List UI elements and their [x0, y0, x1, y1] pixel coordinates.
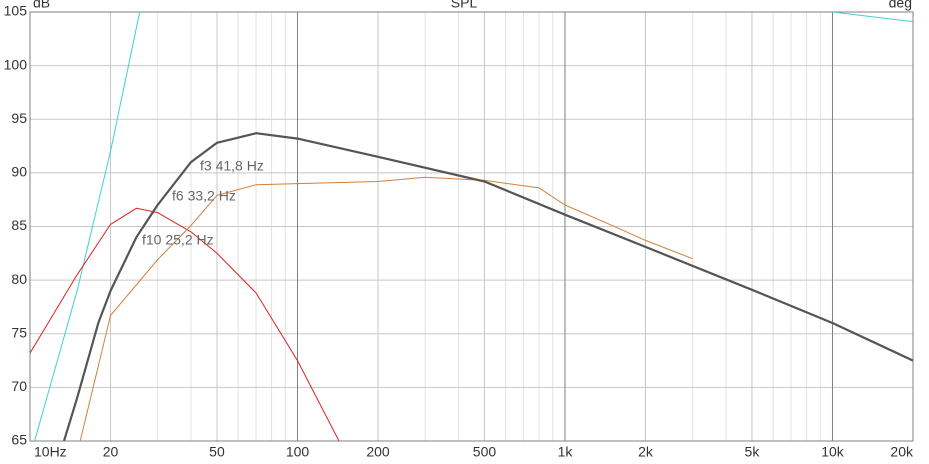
- series-line: [34, 12, 141, 441]
- series-line: [832, 12, 913, 23]
- x-tick-label: 20k: [890, 444, 914, 460]
- y-tick-label: 105: [4, 3, 28, 19]
- y-tick-label: 95: [11, 110, 27, 126]
- annotation: f6 33,2 Hz: [172, 188, 236, 204]
- y-tick-label: 85: [11, 217, 27, 233]
- y-tick-label: 70: [11, 378, 27, 394]
- series-line: [30, 207, 340, 441]
- y-tick-label: 65: [11, 432, 27, 448]
- chart-title: SPL: [451, 0, 478, 11]
- x-tick-label: 10k: [821, 444, 845, 460]
- y-tick-label: 100: [4, 56, 28, 72]
- annotation: f10 25,2 Hz: [142, 232, 214, 248]
- y-tick-label: 80: [11, 271, 27, 287]
- x-tick-label: 2k: [638, 444, 654, 460]
- annotation: f3 41,8 Hz: [200, 158, 264, 174]
- x-tick-label: 500: [473, 444, 497, 460]
- series-line: [62, 132, 913, 441]
- y-tick-label: 90: [11, 164, 27, 180]
- x-tick-label: 20: [103, 444, 119, 460]
- x-tick-label: 10Hz: [34, 444, 67, 460]
- x-tick-label: 100: [286, 444, 310, 460]
- plot-frame: [29, 11, 914, 442]
- y-axis-label: dB: [33, 0, 50, 11]
- x-tick-label: 200: [366, 444, 390, 460]
- series-line: [79, 176, 693, 441]
- x-tick-label: 50: [209, 444, 225, 460]
- plot-area: [30, 12, 913, 441]
- y2-axis-label: deg: [889, 0, 912, 11]
- x-tick-label: 5k: [745, 444, 761, 460]
- x-tick-label: 1k: [558, 444, 574, 460]
- y-tick-label: 75: [11, 324, 27, 340]
